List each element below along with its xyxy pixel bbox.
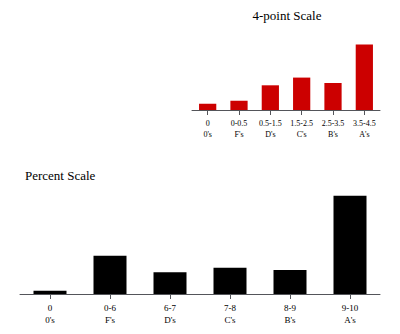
svg-text:3.5-4.5: 3.5-4.5 xyxy=(353,119,376,128)
svg-text:B's: B's xyxy=(328,130,338,139)
svg-text:D's: D's xyxy=(164,315,176,325)
svg-text:6-7: 6-7 xyxy=(164,303,176,313)
svg-text:B's: B's xyxy=(284,315,296,325)
svg-text:7-8: 7-8 xyxy=(224,303,236,313)
svg-text:0-0.5: 0-0.5 xyxy=(231,119,248,128)
svg-text:0-6: 0-6 xyxy=(104,303,116,313)
svg-text:F's: F's xyxy=(234,130,243,139)
svg-text:0: 0 xyxy=(206,119,210,128)
svg-text:8-9: 8-9 xyxy=(284,303,296,313)
svg-text:2.5-3.5: 2.5-3.5 xyxy=(322,119,345,128)
svg-text:0.5-1.5: 0.5-1.5 xyxy=(259,119,282,128)
svg-text:0: 0 xyxy=(48,303,53,313)
svg-text:0's: 0's xyxy=(45,315,55,325)
svg-text:9-10: 9-10 xyxy=(342,303,359,313)
svg-text:A's: A's xyxy=(344,315,356,325)
svg-text:C's: C's xyxy=(224,315,236,325)
svg-text:0's: 0's xyxy=(203,130,212,139)
svg-text:4-point Scale: 4-point Scale xyxy=(253,8,322,23)
svg-text:F's: F's xyxy=(105,315,116,325)
svg-text:A's: A's xyxy=(359,130,369,139)
svg-text:C's: C's xyxy=(297,130,307,139)
svg-text:1.5-2.5: 1.5-2.5 xyxy=(290,119,313,128)
svg-text:D's: D's xyxy=(265,130,275,139)
svg-text:Percent Scale: Percent Scale xyxy=(25,168,96,183)
